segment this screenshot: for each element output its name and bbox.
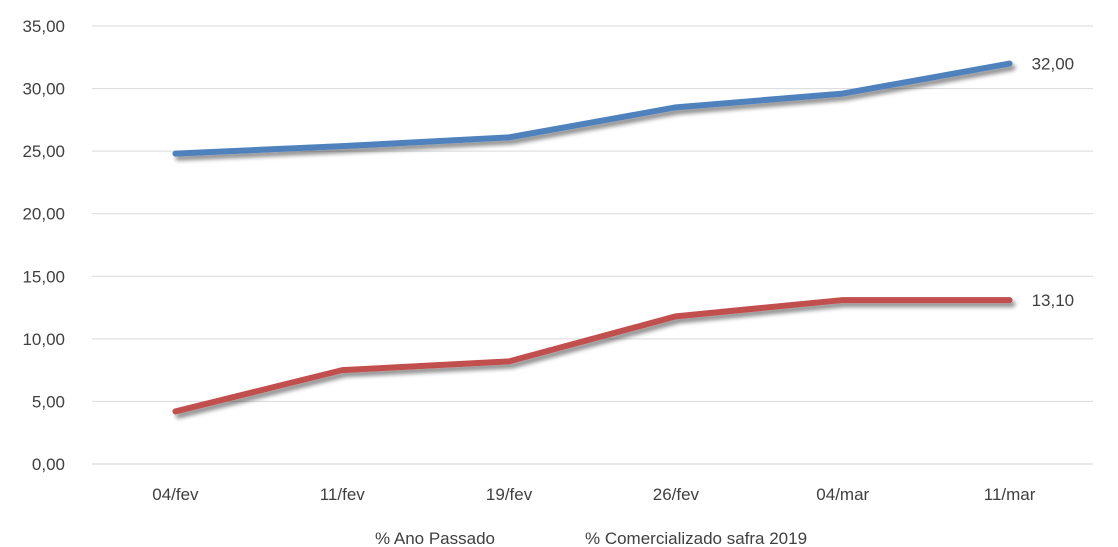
x-tick-label: 19/fev xyxy=(486,485,533,504)
x-tick-label: 04/fev xyxy=(152,485,199,504)
legend-label: % Comercializado safra 2019 xyxy=(585,529,807,547)
y-tick-label: 5,00 xyxy=(32,392,65,411)
legend-item: % Ano Passado xyxy=(307,529,495,547)
series-line-2 xyxy=(172,60,1013,157)
x-tick-label: 26/fev xyxy=(653,485,700,504)
series-lines xyxy=(172,60,1013,415)
data-label: 13,10 xyxy=(1032,291,1075,310)
x-tick-label: 11/fev xyxy=(320,485,366,504)
y-axis: 0,00 5,00 10,00 15,00 20,00 25,00 30,00 35,00 xyxy=(22,17,65,474)
y-tick-label: 10,00 xyxy=(22,330,65,349)
y-tick-label: 35,00 xyxy=(22,17,65,36)
x-tick-label: 04/mar xyxy=(816,485,869,504)
y-tick-label: 30,00 xyxy=(22,80,65,99)
x-axis: 04/fev 11/fev 19/fev 26/fev 04/mar 11/mar xyxy=(152,485,1035,504)
legend-item: % Comercializado safra 2019 xyxy=(517,529,807,547)
y-tick-label: 25,00 xyxy=(22,142,65,161)
x-tick-label: 11/mar xyxy=(984,485,1036,504)
y-tick-label: 0,00 xyxy=(32,455,65,474)
data-labels: 32,00 13,10 xyxy=(1032,55,1075,311)
legend-label: % Ano Passado xyxy=(375,529,495,547)
series-line-1 xyxy=(172,297,1013,415)
gridlines xyxy=(92,25,1093,465)
y-tick-label: 20,00 xyxy=(22,205,65,224)
y-tick-label: 15,00 xyxy=(22,267,65,286)
data-label: 32,00 xyxy=(1032,55,1075,74)
legend: % Ano Passado % Comercializado safra 2019 xyxy=(307,529,807,547)
